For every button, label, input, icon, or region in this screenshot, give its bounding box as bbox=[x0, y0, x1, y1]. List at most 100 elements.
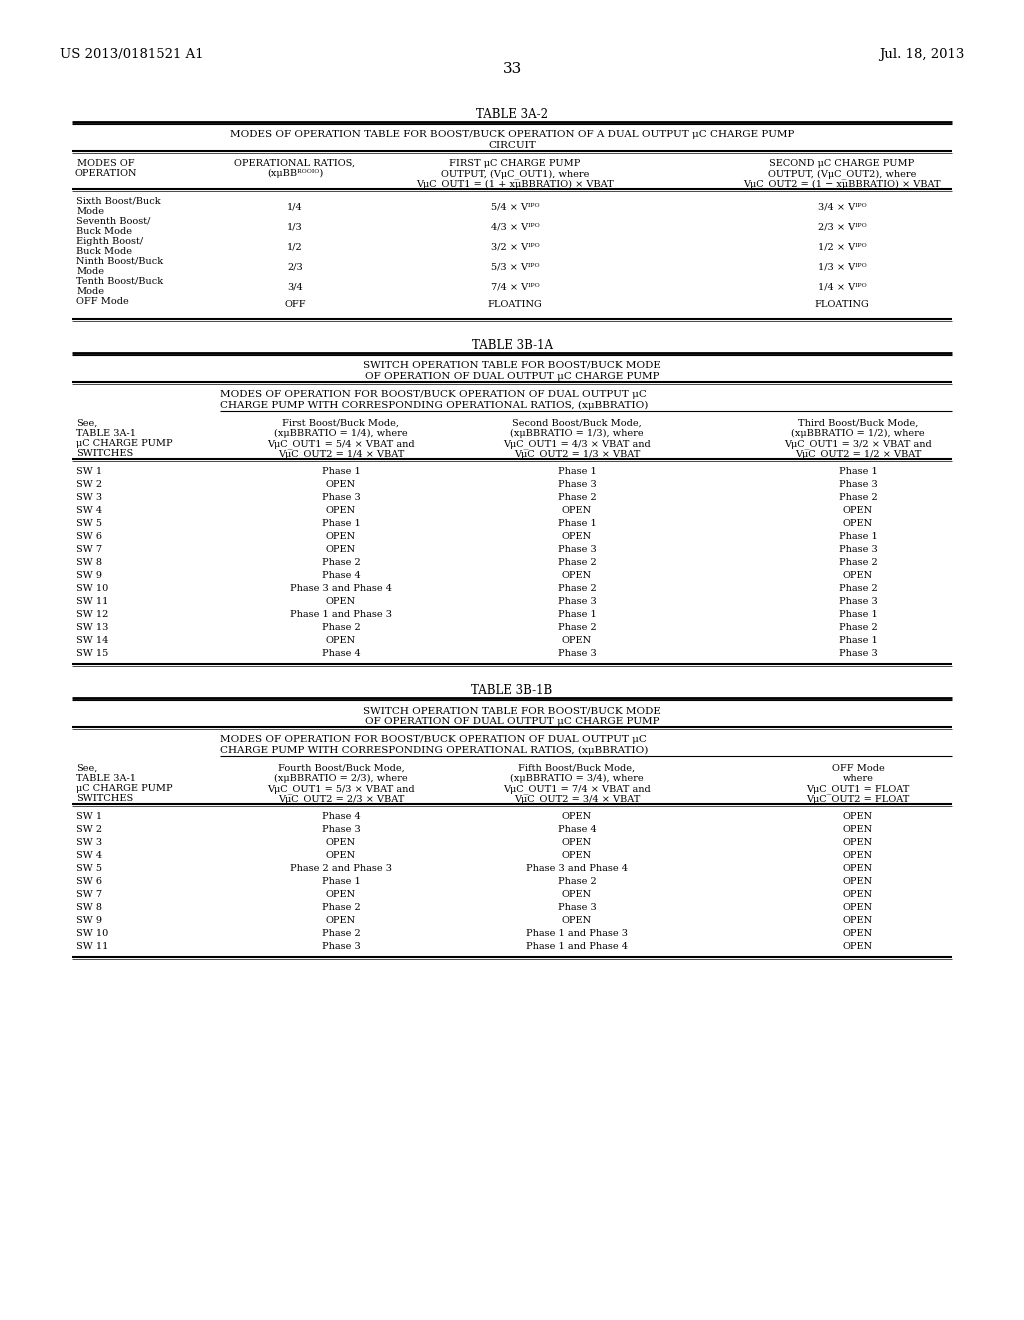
Text: SW 8: SW 8 bbox=[76, 558, 102, 568]
Text: VμC_OUT1 = 4/3 × VBAT and: VμC_OUT1 = 4/3 × VBAT and bbox=[503, 440, 651, 449]
Text: FLOATING: FLOATING bbox=[487, 300, 543, 309]
Text: TABLE 3B-1B: TABLE 3B-1B bbox=[471, 684, 553, 697]
Text: Phase 2: Phase 2 bbox=[322, 929, 360, 939]
Text: Phase 1: Phase 1 bbox=[322, 467, 360, 477]
Text: See,: See, bbox=[76, 418, 97, 428]
Text: OPEN: OPEN bbox=[562, 838, 592, 847]
Text: MODES OF OPERATION FOR BOOST/BUCK OPERATION OF DUAL OUTPUT μC: MODES OF OPERATION FOR BOOST/BUCK OPERAT… bbox=[220, 389, 647, 399]
Text: OPEN: OPEN bbox=[326, 597, 356, 606]
Text: CIRCUIT: CIRCUIT bbox=[488, 141, 536, 150]
Text: Mode: Mode bbox=[76, 267, 104, 276]
Text: OPEN: OPEN bbox=[843, 876, 873, 886]
Text: Phase 2: Phase 2 bbox=[322, 623, 360, 632]
Text: OPEN: OPEN bbox=[562, 916, 592, 925]
Text: Phase 1: Phase 1 bbox=[322, 519, 360, 528]
Text: OPEN: OPEN bbox=[562, 851, 592, 861]
Text: Phase 3: Phase 3 bbox=[839, 480, 878, 488]
Text: SW 4: SW 4 bbox=[76, 851, 102, 861]
Text: Phase 1 and Phase 4: Phase 1 and Phase 4 bbox=[526, 942, 628, 950]
Text: OPEN: OPEN bbox=[843, 903, 873, 912]
Text: Ninth Boost/Buck: Ninth Boost/Buck bbox=[76, 257, 163, 267]
Text: FLOATING: FLOATING bbox=[815, 300, 869, 309]
Text: Phase 2: Phase 2 bbox=[558, 876, 596, 886]
Text: Phase 1: Phase 1 bbox=[839, 467, 878, 477]
Text: 1/3 × Vᴵᴾᴼ: 1/3 × Vᴵᴾᴼ bbox=[817, 261, 866, 271]
Text: Phase 3: Phase 3 bbox=[839, 597, 878, 606]
Text: Phase 3: Phase 3 bbox=[558, 545, 596, 554]
Text: VμC_OUT2 = 3/4 × VBAT: VμC_OUT2 = 3/4 × VBAT bbox=[514, 795, 640, 804]
Text: 3/2 × Vᴵᴾᴼ: 3/2 × Vᴵᴾᴼ bbox=[490, 242, 540, 251]
Text: Phase 3: Phase 3 bbox=[558, 649, 596, 657]
Text: 1/3: 1/3 bbox=[287, 222, 303, 231]
Text: 5/3 × Vᴵᴾᴼ: 5/3 × Vᴵᴾᴼ bbox=[490, 261, 540, 271]
Text: OPEN: OPEN bbox=[562, 532, 592, 541]
Text: SW 11: SW 11 bbox=[76, 597, 109, 606]
Text: SECOND μC CHARGE PUMP: SECOND μC CHARGE PUMP bbox=[769, 158, 914, 168]
Text: Phase 2: Phase 2 bbox=[322, 903, 360, 912]
Text: (xμBBᴿᴼᴼᴵᴼ): (xμBBᴿᴼᴼᴵᴼ) bbox=[267, 169, 324, 178]
Text: SWITCHES: SWITCHES bbox=[76, 795, 133, 803]
Text: Buck Mode: Buck Mode bbox=[76, 247, 132, 256]
Text: Phase 2: Phase 2 bbox=[839, 492, 878, 502]
Text: Mode: Mode bbox=[76, 207, 104, 216]
Text: OPEN: OPEN bbox=[843, 572, 873, 579]
Text: SW 10: SW 10 bbox=[76, 929, 109, 939]
Text: OPEN: OPEN bbox=[843, 825, 873, 834]
Text: SW 5: SW 5 bbox=[76, 865, 102, 873]
Text: OPERATIONAL RATIOS,: OPERATIONAL RATIOS, bbox=[234, 158, 355, 168]
Text: SW 2: SW 2 bbox=[76, 825, 102, 834]
Text: Phase 1: Phase 1 bbox=[558, 467, 596, 477]
Text: Tenth Boost/Buck: Tenth Boost/Buck bbox=[76, 277, 163, 286]
Text: TABLE 3A-1: TABLE 3A-1 bbox=[76, 429, 136, 438]
Text: Phase 2: Phase 2 bbox=[839, 558, 878, 568]
Text: SW 4: SW 4 bbox=[76, 506, 102, 515]
Text: OFF Mode: OFF Mode bbox=[831, 764, 885, 774]
Text: SWITCH OPERATION TABLE FOR BOOST/BUCK MODE: SWITCH OPERATION TABLE FOR BOOST/BUCK MO… bbox=[364, 706, 660, 715]
Text: US 2013/0181521 A1: US 2013/0181521 A1 bbox=[60, 48, 204, 61]
Text: Jul. 18, 2013: Jul. 18, 2013 bbox=[879, 48, 964, 61]
Text: Phase 4: Phase 4 bbox=[322, 649, 360, 657]
Text: Phase 3: Phase 3 bbox=[839, 545, 878, 554]
Text: SW 13: SW 13 bbox=[76, 623, 109, 632]
Text: VμC_OUT1 = 5/3 × VBAT and: VμC_OUT1 = 5/3 × VBAT and bbox=[267, 784, 415, 793]
Text: SW 1: SW 1 bbox=[76, 467, 102, 477]
Text: Phase 2: Phase 2 bbox=[558, 623, 596, 632]
Text: SW 6: SW 6 bbox=[76, 876, 102, 886]
Text: Phase 1: Phase 1 bbox=[839, 532, 878, 541]
Text: OPEN: OPEN bbox=[843, 916, 873, 925]
Text: OPEN: OPEN bbox=[326, 851, 356, 861]
Text: 7/4 × Vᴵᴾᴼ: 7/4 × Vᴵᴾᴼ bbox=[490, 282, 540, 290]
Text: Mode: Mode bbox=[76, 286, 104, 296]
Text: Phase 1 and Phase 3: Phase 1 and Phase 3 bbox=[290, 610, 392, 619]
Text: OPEN: OPEN bbox=[843, 890, 873, 899]
Text: Phase 3 and Phase 4: Phase 3 and Phase 4 bbox=[290, 583, 392, 593]
Text: VμC_OUT2 = (1 − xμBBRATIO) × VBAT: VμC_OUT2 = (1 − xμBBRATIO) × VBAT bbox=[743, 180, 941, 189]
Text: Phase 1: Phase 1 bbox=[322, 876, 360, 886]
Text: (xμBBRATIO = 1/3), where: (xμBBRATIO = 1/3), where bbox=[510, 429, 644, 438]
Text: VμC_OUT1 = (1 + xμBBRATIO) × VBAT: VμC_OUT1 = (1 + xμBBRATIO) × VBAT bbox=[416, 180, 613, 189]
Text: Phase 2: Phase 2 bbox=[558, 583, 596, 593]
Text: MODES OF OPERATION TABLE FOR BOOST/BUCK OPERATION OF A DUAL OUTPUT μC CHARGE PUM: MODES OF OPERATION TABLE FOR BOOST/BUCK … bbox=[229, 129, 795, 139]
Text: 33: 33 bbox=[503, 62, 521, 77]
Text: 3/4 × Vᴵᴾᴼ: 3/4 × Vᴵᴾᴼ bbox=[817, 202, 866, 211]
Text: VμC_OUT1 = 7/4 × VBAT and: VμC_OUT1 = 7/4 × VBAT and bbox=[503, 784, 651, 793]
Text: 4/3 × Vᴵᴾᴼ: 4/3 × Vᴵᴾᴼ bbox=[490, 222, 540, 231]
Text: TABLE 3A-2: TABLE 3A-2 bbox=[476, 108, 548, 121]
Text: 2/3: 2/3 bbox=[287, 261, 303, 271]
Text: OUTPUT, (VμC_OUT2), where: OUTPUT, (VμC_OUT2), where bbox=[768, 169, 916, 178]
Text: SW 12: SW 12 bbox=[76, 610, 109, 619]
Text: Fifth Boost/Buck Mode,: Fifth Boost/Buck Mode, bbox=[518, 764, 636, 774]
Text: TABLE 3B-1A: TABLE 3B-1A bbox=[471, 339, 553, 352]
Text: Phase 2: Phase 2 bbox=[558, 492, 596, 502]
Text: OPEN: OPEN bbox=[326, 545, 356, 554]
Text: VμC_OUT1 = FLOAT: VμC_OUT1 = FLOAT bbox=[806, 784, 909, 793]
Text: Phase 3: Phase 3 bbox=[322, 942, 360, 950]
Text: Phase 3: Phase 3 bbox=[558, 597, 596, 606]
Text: SWITCH OPERATION TABLE FOR BOOST/BUCK MODE: SWITCH OPERATION TABLE FOR BOOST/BUCK MO… bbox=[364, 360, 660, 370]
Text: OPEN: OPEN bbox=[843, 851, 873, 861]
Text: Phase 3: Phase 3 bbox=[558, 903, 596, 912]
Text: Phase 1: Phase 1 bbox=[839, 610, 878, 619]
Text: FIRST μC CHARGE PUMP: FIRST μC CHARGE PUMP bbox=[450, 158, 581, 168]
Text: OPEN: OPEN bbox=[843, 519, 873, 528]
Text: Phase 2 and Phase 3: Phase 2 and Phase 3 bbox=[290, 865, 392, 873]
